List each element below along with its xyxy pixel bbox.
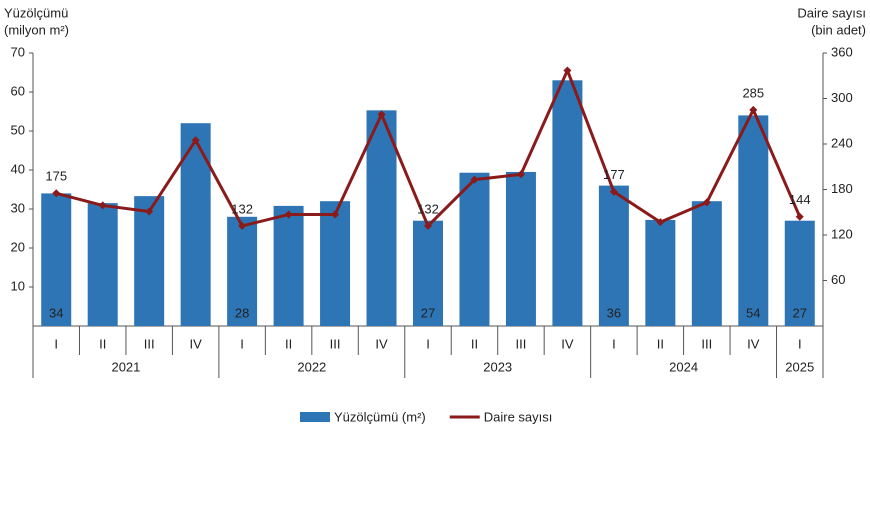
x-tick-label: IV [561, 336, 574, 351]
x-tick-label: III [701, 336, 712, 351]
bar [41, 193, 72, 326]
y-tick-label: 50 [11, 122, 25, 137]
x-tick-label: III [144, 336, 155, 351]
line-marker [52, 189, 61, 198]
line-marker [331, 210, 340, 219]
y-tick-label: 70 [11, 44, 25, 59]
line-marker [284, 210, 293, 219]
bar [598, 185, 629, 326]
bar [413, 220, 443, 326]
x-tick-label: III [330, 336, 341, 351]
line-value-label: 132 [231, 201, 253, 216]
line-marker [238, 221, 247, 230]
line-marker [98, 201, 107, 210]
y2-axis-title: Daire sayısı [797, 5, 866, 20]
line-marker [191, 136, 200, 145]
line-marker [656, 218, 665, 227]
bar [645, 219, 676, 326]
x-tick-label: I [612, 336, 616, 351]
x-tick-label: I [240, 336, 244, 351]
line-value-label: 175 [45, 169, 67, 184]
line-value-label: 132 [417, 201, 439, 216]
x-tick-label: II [471, 336, 478, 351]
x-tick-label: I [54, 336, 58, 351]
x-tick-label: I [426, 336, 430, 351]
bar-value-label: 27 [793, 305, 807, 320]
x-tick-label: II [99, 336, 106, 351]
y2-axis-title: (bin adet) [811, 22, 866, 37]
line-value-label: 285 [742, 85, 764, 100]
bar [273, 205, 304, 326]
legend-swatch [300, 412, 330, 422]
y-axis-title: Yüzölçümü [4, 5, 68, 20]
bar [87, 203, 118, 326]
line-marker [470, 175, 479, 184]
line-marker [145, 207, 154, 216]
bar [505, 171, 536, 326]
x-group-label: 2021 [111, 359, 140, 374]
x-tick-label: I [798, 336, 802, 351]
bar [459, 172, 490, 326]
y2-tick-label: 180 [831, 181, 853, 196]
x-tick-label: IV [189, 336, 202, 351]
x-tick-label: IV [747, 336, 760, 351]
y2-tick-label: 60 [831, 272, 845, 287]
y2-tick-label: 120 [831, 226, 853, 241]
bar [227, 216, 258, 326]
y-tick-label: 40 [11, 161, 25, 176]
bar-value-label: 28 [235, 305, 249, 320]
y2-tick-label: 360 [831, 44, 853, 59]
bar [738, 115, 769, 327]
bar [320, 201, 351, 326]
y-axis-title: (milyon m²) [4, 22, 69, 37]
y2-tick-label: 240 [831, 135, 853, 150]
bar [784, 220, 815, 326]
x-group-label: 2023 [483, 359, 512, 374]
y-tick-label: 30 [11, 200, 25, 215]
bar-value-label: 54 [746, 305, 760, 320]
x-group-label: 2022 [297, 359, 326, 374]
legend-label: Yüzölçümü (m²) [334, 409, 426, 424]
line-marker [377, 110, 386, 119]
line-marker [563, 66, 572, 75]
line-marker [749, 105, 758, 114]
x-tick-label: IV [375, 336, 388, 351]
line-value-label: 177 [603, 167, 625, 182]
bar [134, 196, 165, 326]
line-marker [516, 170, 525, 179]
x-group-label: 2025 [785, 359, 814, 374]
bar-value-label: 34 [49, 305, 63, 320]
y2-tick-label: 300 [831, 90, 853, 105]
x-tick-label: II [285, 336, 292, 351]
line-marker [424, 221, 432, 230]
bar [691, 201, 722, 326]
x-group-label: 2024 [669, 359, 698, 374]
y-tick-label: 20 [11, 239, 25, 254]
line-marker [702, 198, 711, 207]
bar-value-label: 27 [421, 305, 435, 320]
bar [552, 80, 583, 326]
line-value-label: 144 [789, 192, 811, 207]
y-tick-label: 60 [11, 83, 25, 98]
x-tick-label: II [657, 336, 664, 351]
bar [366, 110, 397, 326]
bar-value-label: 36 [607, 305, 621, 320]
x-tick-label: III [516, 336, 527, 351]
legend-label: Daire sayısı [484, 409, 553, 424]
line-marker [795, 212, 804, 221]
line-marker [609, 187, 618, 196]
y-tick-label: 10 [11, 278, 25, 293]
